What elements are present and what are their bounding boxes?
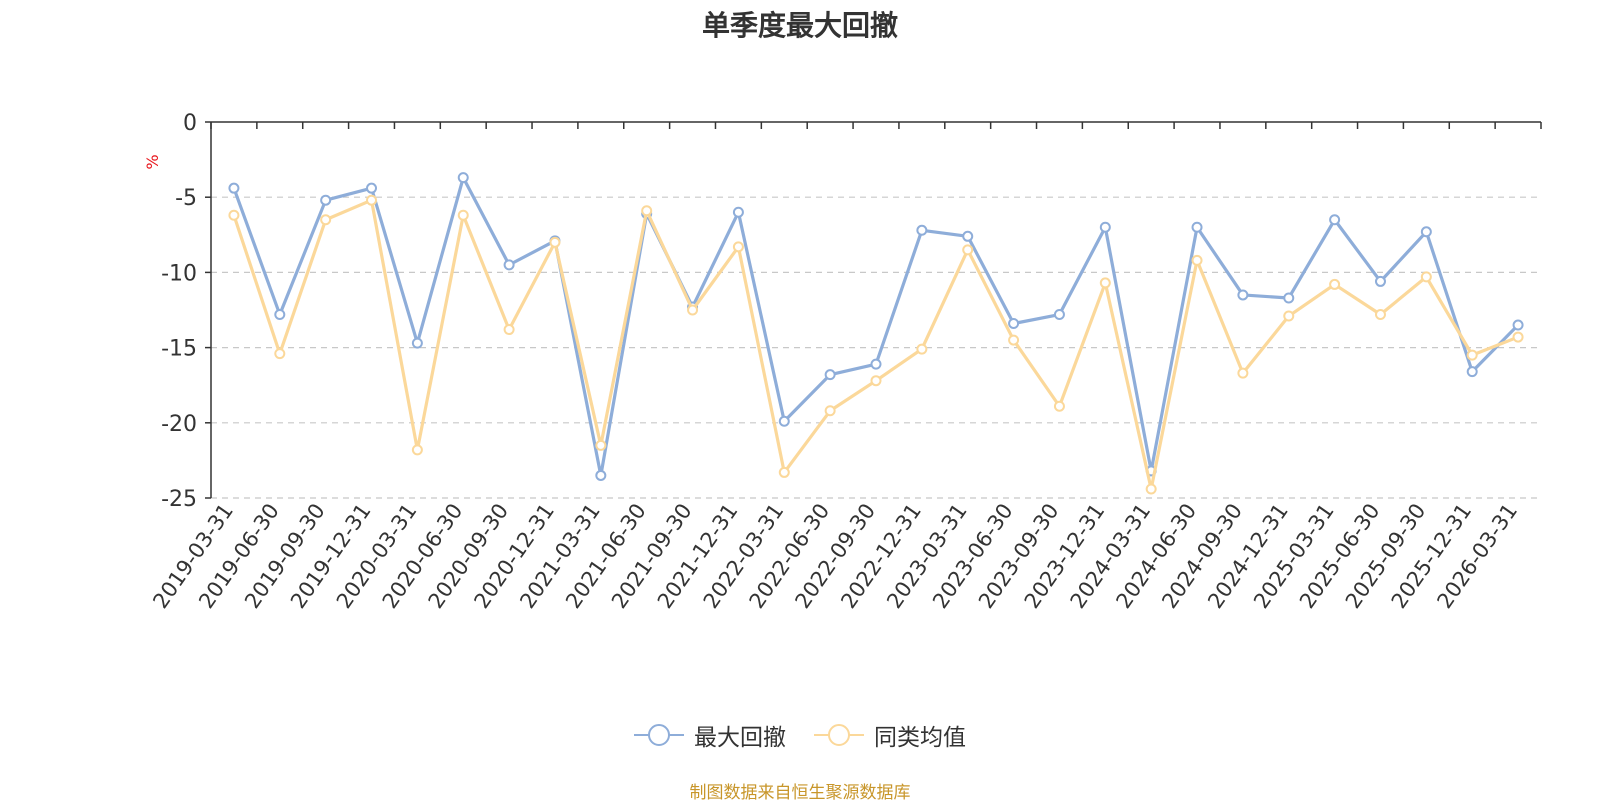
- series-2-point: [1053, 400, 1065, 412]
- legend-item-series-2[interactable]: 同类均值: [814, 718, 966, 752]
- series-2-point: [595, 439, 607, 451]
- y-tick-label: -15: [161, 337, 197, 362]
- y-tick-label: 0: [183, 111, 197, 136]
- axes: 0-5-10-15-20-252019-03-312019-06-302019-…: [148, 111, 1542, 613]
- y-tick-label: -5: [175, 186, 197, 211]
- series-1-point: [1512, 319, 1524, 331]
- series-1-point: [274, 309, 286, 321]
- series-2-point: [870, 375, 882, 387]
- series-1-point: [1420, 226, 1432, 238]
- y-axis-unit-label: %: [143, 154, 162, 169]
- series-1-point: [228, 182, 240, 194]
- series-2-point: [732, 241, 744, 253]
- series-1-point: [320, 194, 332, 206]
- series-2-point: [1191, 254, 1203, 266]
- series-1-point: [1237, 289, 1249, 301]
- series-2-point: [457, 209, 469, 221]
- legend-line-circle-icon: [634, 724, 684, 746]
- series-2-point: [1008, 334, 1020, 346]
- series-group: [228, 172, 1524, 495]
- y-tick-label: -25: [161, 487, 197, 512]
- series-2-point: [1099, 277, 1111, 289]
- legend-item-series-1[interactable]: 最大回撤: [634, 718, 786, 752]
- series-2-point: [1512, 331, 1524, 343]
- series-2-point: [503, 324, 515, 336]
- series-1-point: [457, 172, 469, 184]
- series-1-point: [778, 415, 790, 427]
- series-1-point: [732, 206, 744, 218]
- series-2-point: [641, 205, 653, 217]
- legend-line-circle-icon: [814, 724, 864, 746]
- series-2-point: [1145, 483, 1157, 495]
- series-1-point: [1283, 292, 1295, 304]
- series-2-point: [549, 236, 561, 248]
- series-2-point: [824, 405, 836, 417]
- series-1-point: [916, 224, 928, 236]
- series-2-point: [411, 444, 423, 456]
- series-2-point: [228, 209, 240, 221]
- series-1-point: [366, 182, 378, 194]
- series-2-point: [778, 466, 790, 478]
- series-2-point: [916, 343, 928, 355]
- series-1-point: [1466, 366, 1478, 378]
- legend: 最大回撤 同类均值: [0, 718, 1600, 752]
- series-2-point: [1329, 278, 1341, 290]
- series-2-point: [962, 244, 974, 256]
- series-1-point: [411, 337, 423, 349]
- y-tick-label: -10: [161, 261, 197, 286]
- series-1-point: [595, 469, 607, 481]
- series-2-point: [1466, 349, 1478, 361]
- series-1-point: [1374, 275, 1386, 287]
- series-2-point: [1374, 309, 1386, 321]
- data-source-note: 制图数据来自恒生聚源数据库: [689, 783, 911, 803]
- series-1-point: [1099, 221, 1111, 233]
- series-1-point: [1191, 221, 1203, 233]
- series-2-point: [366, 194, 378, 206]
- legend-label-series-2: 同类均值: [874, 725, 966, 751]
- series-1-point: [870, 358, 882, 370]
- series-1-point: [1329, 214, 1341, 226]
- chart-title: 单季度最大回撤: [701, 9, 898, 42]
- series-1-point: [1008, 318, 1020, 330]
- series-2-point: [687, 304, 699, 316]
- gridlines: [211, 196, 1541, 499]
- series-line-1: [232, 176, 1520, 478]
- series-2-point: [274, 348, 286, 360]
- series-1-point: [824, 369, 836, 381]
- series-1-point: [962, 230, 974, 242]
- y-tick-label: -20: [161, 412, 197, 437]
- series-line-2: [232, 198, 1519, 491]
- series-1-point: [503, 259, 515, 271]
- series-1-point: [1053, 309, 1065, 321]
- series-2-point: [320, 214, 332, 226]
- series-2-point: [1420, 271, 1432, 283]
- series-2-point: [1283, 310, 1295, 322]
- series-2-point: [1237, 367, 1249, 379]
- legend-label-series-1: 最大回撤: [694, 725, 786, 751]
